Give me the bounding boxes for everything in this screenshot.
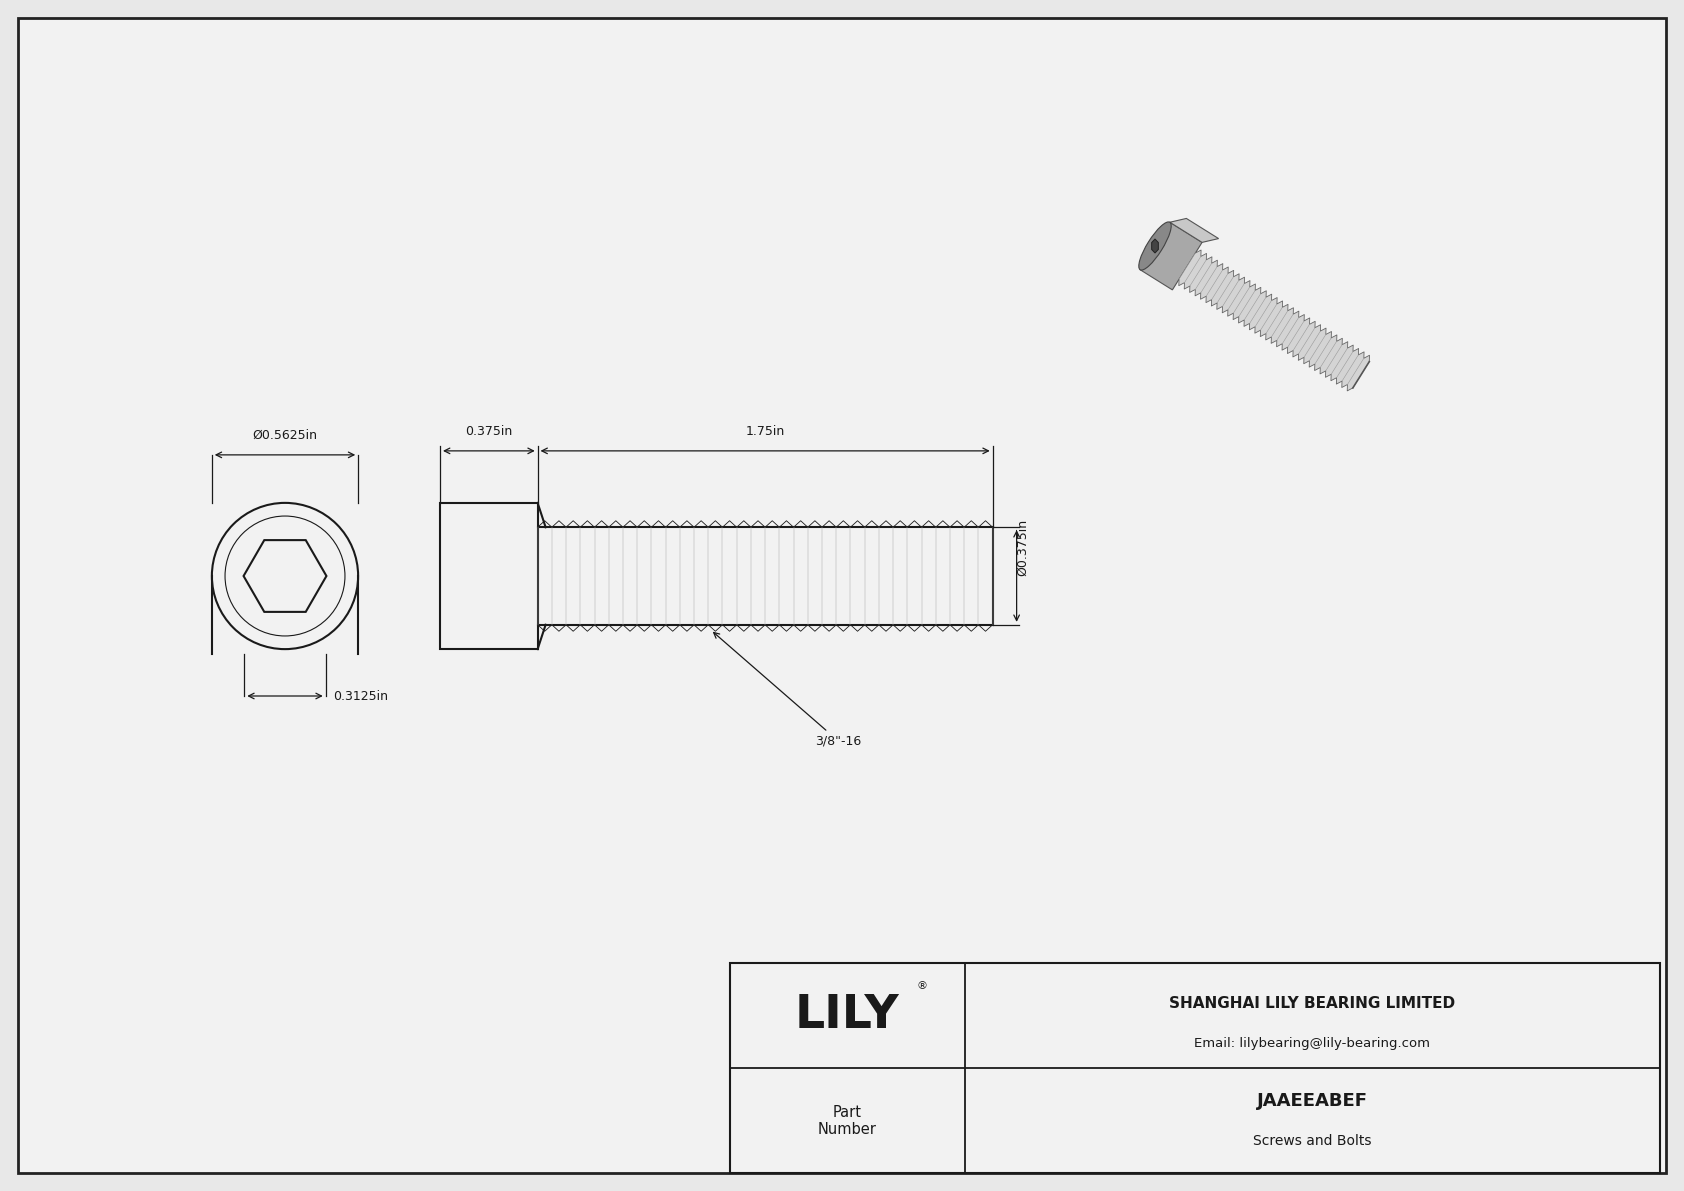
Polygon shape xyxy=(1140,223,1202,289)
Bar xyxy=(440,503,537,649)
Text: Screws and Bolts: Screws and Bolts xyxy=(1253,1134,1372,1148)
Text: Part
Number: Part Number xyxy=(817,1105,876,1137)
Text: SHANGHAI LILY BEARING LIMITED: SHANGHAI LILY BEARING LIMITED xyxy=(1169,996,1455,1010)
Ellipse shape xyxy=(1138,222,1170,270)
Text: Ø0.5625in: Ø0.5625in xyxy=(253,429,318,442)
Text: Email: lilybearing@lily-bearing.com: Email: lilybearing@lily-bearing.com xyxy=(1194,1036,1430,1049)
Polygon shape xyxy=(1152,239,1159,252)
Text: 0.375in: 0.375in xyxy=(465,425,512,438)
Polygon shape xyxy=(1170,218,1219,243)
Text: 0.3125in: 0.3125in xyxy=(333,690,389,703)
Text: JAAEEABEF: JAAEEABEF xyxy=(1256,1092,1367,1110)
Text: ®: ® xyxy=(916,981,928,991)
Text: LILY: LILY xyxy=(795,992,899,1037)
Text: 1.75in: 1.75in xyxy=(746,425,785,438)
Bar xyxy=(729,964,1660,1173)
Text: 3/8"-16: 3/8"-16 xyxy=(714,632,862,748)
Text: Ø0.375in: Ø0.375in xyxy=(1015,519,1029,576)
Polygon shape xyxy=(1179,250,1369,391)
